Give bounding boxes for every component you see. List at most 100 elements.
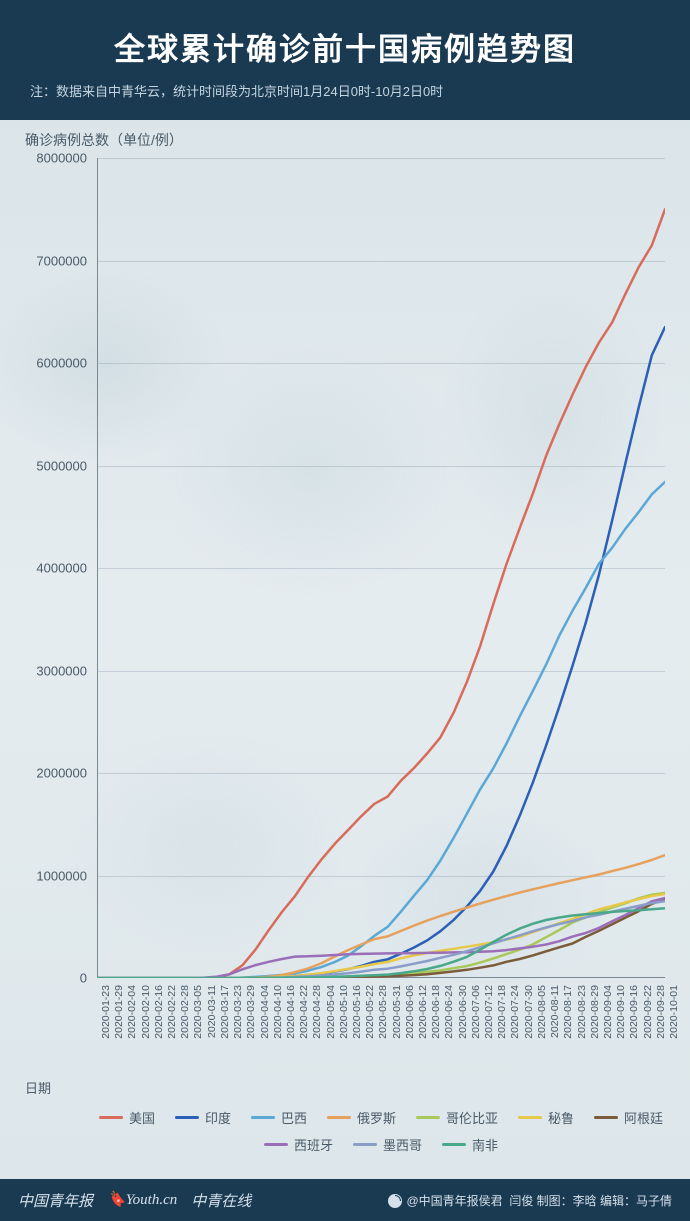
y-tick: 2000000 xyxy=(36,766,87,781)
legend-label: 哥伦比亚 xyxy=(446,1108,498,1127)
series-line-巴西 xyxy=(97,482,665,978)
x-tick: 2020-10-01 xyxy=(668,985,680,1039)
x-tick: 2020-06-24 xyxy=(443,985,455,1039)
x-tick: 2020-09-16 xyxy=(628,985,640,1039)
x-tick: 2020-08-29 xyxy=(589,985,601,1039)
x-tick: 2020-05-10 xyxy=(338,985,350,1039)
y-tick: 0 xyxy=(80,971,87,986)
x-tick: 2020-09-10 xyxy=(615,985,627,1039)
footer-logos: 中国青年报 🔖Youth.cn 中青在线 xyxy=(18,1190,251,1211)
x-tick: 2020-03-11 xyxy=(206,985,218,1038)
legend-swatch xyxy=(99,1116,123,1119)
legend-label: 西班牙 xyxy=(294,1135,333,1154)
legend-label: 印度 xyxy=(205,1108,231,1127)
legend-swatch xyxy=(264,1143,288,1146)
x-tick: 2020-09-22 xyxy=(642,985,654,1039)
y-tick-container: 0100000020000003000000400000050000006000… xyxy=(25,158,95,978)
y-tick: 7000000 xyxy=(36,253,87,268)
legend-label: 秘鲁 xyxy=(548,1108,574,1127)
legend-label: 墨西哥 xyxy=(383,1135,422,1154)
legend-label: 美国 xyxy=(129,1108,155,1127)
y-tick: 6000000 xyxy=(36,356,87,371)
y-tick: 4000000 xyxy=(36,561,87,576)
legend-swatch xyxy=(353,1143,377,1146)
legend-swatch xyxy=(416,1116,440,1119)
x-tick: 2020-01-29 xyxy=(113,985,125,1039)
x-tick: 2020-07-18 xyxy=(496,985,508,1039)
chart-area: 确诊病例总数（单位/例） 010000002000000300000040000… xyxy=(25,130,665,1161)
x-tick: 2020-07-24 xyxy=(509,985,521,1039)
legend-swatch xyxy=(518,1116,542,1119)
legend-label: 巴西 xyxy=(281,1108,307,1127)
x-tick: 2020-08-11 xyxy=(549,985,561,1038)
x-tick: 2020-02-10 xyxy=(140,985,152,1039)
logo-2: 🔖Youth.cn xyxy=(107,1190,177,1211)
legend-label: 阿根廷 xyxy=(624,1108,663,1127)
legend-label: 俄罗斯 xyxy=(357,1108,396,1127)
legend-item: 哥伦比亚 xyxy=(416,1108,498,1127)
x-tick-container: 2020-01-232020-01-292020-02-042020-02-10… xyxy=(97,980,665,1080)
page-subtitle: 注：数据来自中青华云，统计时间段为北京时间1月24日0时-10月2日0时 xyxy=(20,81,670,100)
legend-item: 印度 xyxy=(175,1108,231,1127)
legend-swatch xyxy=(327,1116,351,1119)
x-tick: 2020-07-30 xyxy=(523,985,535,1039)
x-tick: 2020-08-17 xyxy=(562,985,574,1039)
x-tick: 2020-02-04 xyxy=(126,985,138,1039)
x-tick: 2020-03-23 xyxy=(232,985,244,1039)
x-tick: 2020-04-28 xyxy=(311,985,323,1039)
x-tick: 2020-02-22 xyxy=(166,985,178,1039)
y-tick: 5000000 xyxy=(36,458,87,473)
series-line-秘鲁 xyxy=(97,894,665,978)
legend-label: 南非 xyxy=(472,1135,498,1154)
x-tick: 2020-09-04 xyxy=(602,985,614,1039)
logo-1: 中国青年报 xyxy=(18,1190,93,1211)
x-tick: 2020-08-05 xyxy=(536,985,548,1039)
legend: 美国 印度 巴西 俄罗斯 哥伦比亚 秘鲁 阿根廷西班牙 墨西哥 南非 xyxy=(97,1108,665,1154)
x-tick: 2020-07-12 xyxy=(483,985,495,1039)
x-tick: 2020-05-31 xyxy=(391,985,403,1039)
legend-item: 南非 xyxy=(442,1135,498,1154)
x-tick: 2020-06-06 xyxy=(404,985,416,1039)
legend-item: 墨西哥 xyxy=(353,1135,422,1154)
legend-item: 秘鲁 xyxy=(518,1108,574,1127)
legend-item: 西班牙 xyxy=(264,1135,333,1154)
legend-swatch xyxy=(442,1143,466,1146)
x-tick: 2020-01-23 xyxy=(100,985,112,1039)
x-tick: 2020-04-22 xyxy=(298,985,310,1039)
x-tick: 2020-09-28 xyxy=(655,985,667,1039)
plot-region xyxy=(97,158,665,978)
plot-wrap: 0100000020000003000000400000050000006000… xyxy=(25,158,665,1018)
logo-3: 中青在线 xyxy=(191,1190,251,1211)
x-tick: 2020-07-06 xyxy=(470,985,482,1039)
x-tick: 2020-05-04 xyxy=(325,985,337,1039)
x-tick: 2020-04-04 xyxy=(259,985,271,1039)
x-tick: 2020-05-22 xyxy=(364,985,376,1039)
x-tick: 2020-04-10 xyxy=(272,985,284,1039)
x-tick: 2020-05-16 xyxy=(351,985,363,1039)
x-tick: 2020-06-30 xyxy=(457,985,469,1039)
weibo-icon xyxy=(388,1194,402,1208)
legend-item: 美国 xyxy=(99,1108,155,1127)
legend-swatch xyxy=(594,1116,618,1119)
y-axis-label: 确诊病例总数（单位/例） xyxy=(25,130,665,150)
x-tick: 2020-02-16 xyxy=(153,985,165,1039)
x-tick: 2020-03-05 xyxy=(192,985,204,1039)
x-tick: 2020-04-16 xyxy=(285,985,297,1039)
footer-bar: 中国青年报 🔖Youth.cn 中青在线 @中国青年报侯君 闫俊 制图：李晗 编… xyxy=(0,1179,690,1221)
y-tick: 8000000 xyxy=(36,151,87,166)
legend-item: 巴西 xyxy=(251,1108,307,1127)
footer-credits: @中国青年报侯君 闫俊 制图：李晗 编辑：马子倩 xyxy=(388,1192,672,1209)
legend-item: 俄罗斯 xyxy=(327,1108,396,1127)
x-tick: 2020-06-12 xyxy=(417,985,429,1039)
series-line-印度 xyxy=(97,327,665,978)
legend-item: 阿根廷 xyxy=(594,1108,663,1127)
x-axis-label: 日期 xyxy=(25,1078,51,1097)
page-title: 全球累计确诊前十国病例趋势图 xyxy=(20,24,670,69)
x-tick: 2020-08-23 xyxy=(576,985,588,1039)
legend-swatch xyxy=(175,1116,199,1119)
x-tick: 2020-02-28 xyxy=(179,985,191,1039)
legend-swatch xyxy=(251,1116,275,1119)
x-tick: 2020-03-29 xyxy=(245,985,257,1039)
y-tick: 1000000 xyxy=(36,868,87,883)
header-bar: 全球累计确诊前十国病例趋势图 注：数据来自中青华云，统计时间段为北京时间1月24… xyxy=(0,0,690,120)
